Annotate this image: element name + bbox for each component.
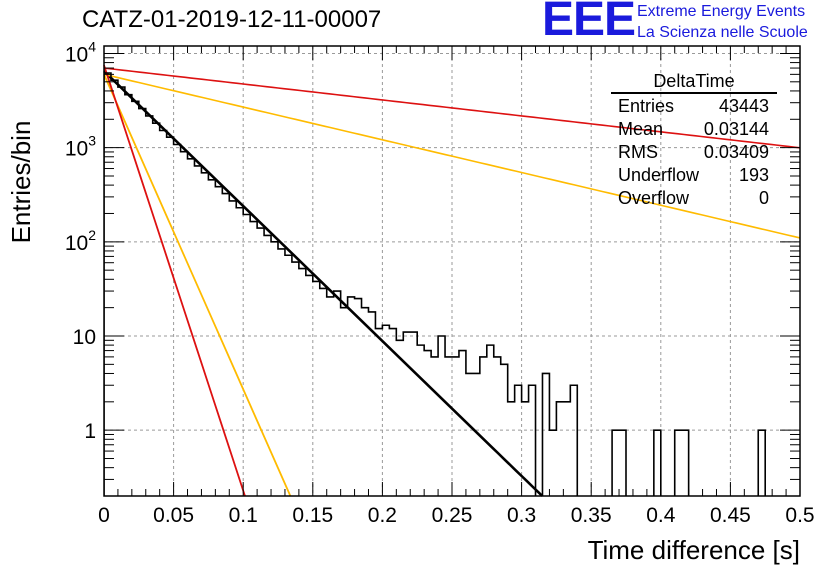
- histogram-outline: [104, 72, 766, 496]
- stats-row-overflow: Overflow 0: [611, 187, 777, 210]
- x-tick-label: 0.35: [571, 504, 612, 527]
- y-tick-label: 102: [65, 227, 96, 255]
- y-tick-label: 103: [65, 133, 96, 161]
- logo-text-line2: La Scienza nelle Scuole: [637, 24, 808, 41]
- fit-line-2: [103, 67, 801, 149]
- stats-label: Underflow: [618, 165, 700, 185]
- x-tick-label: 0.45: [710, 504, 751, 527]
- x-axis-label: Time difference [s]: [588, 535, 800, 565]
- stats-title: DeltaTime: [611, 70, 777, 94]
- stats-value: 0.03144: [703, 119, 769, 139]
- x-tick-label: 0.15: [292, 504, 333, 527]
- fit-lines: [103, 64, 801, 497]
- axis-ticks: [103, 46, 801, 497]
- fit-line-3: [103, 73, 801, 239]
- stats-value: 0: [758, 188, 769, 208]
- stats-box: DeltaTime Entries 43443 Mean 0.03144 RMS…: [611, 70, 777, 210]
- fit-line-4: [103, 73, 292, 497]
- chart-title: CATZ-01-2019-12-11-00007: [82, 6, 382, 33]
- y-tick-label: 1: [84, 420, 96, 443]
- stats-value: 193: [738, 165, 769, 185]
- x-tick-label: 0: [98, 504, 110, 527]
- stats-label: Entries: [618, 96, 675, 116]
- stats-value: 43443: [718, 96, 769, 116]
- stats-row-entries: Entries 43443: [611, 95, 777, 118]
- stats-value: 0.03409: [703, 142, 769, 162]
- histogram-series: [104, 72, 766, 496]
- stats-row-underflow: Underflow 193: [611, 164, 777, 187]
- x-tick-label: 0.2: [368, 504, 397, 527]
- stats-label: RMS: [618, 142, 658, 162]
- x-tick-label: 0.05: [153, 504, 194, 527]
- y-tick-label: 10: [73, 326, 96, 349]
- x-tick-label: 0.1: [229, 504, 258, 527]
- y-axis-label: Entries/bin: [6, 121, 36, 244]
- stats-row-mean: Mean 0.03144: [611, 118, 777, 141]
- stats-label: Mean: [618, 119, 664, 139]
- fit-line-1: [103, 70, 544, 497]
- x-tick-label: 0.5: [785, 504, 814, 527]
- x-tick-label: 0.4: [646, 504, 676, 527]
- eee-logo-mark: EEE: [542, 0, 636, 46]
- stats-label: Overflow: [618, 188, 690, 208]
- stats-row-rms: RMS 0.03409: [611, 141, 777, 164]
- tick-labels: 0 0.05 0.1 0.15 0.2 0.25 0.3 0.35 0.4 0.45 0.5 1 10 1…: [65, 38, 815, 527]
- x-tick-label: 0.3: [507, 504, 536, 527]
- x-tick-label: 0.25: [432, 504, 473, 527]
- fit-line-5: [103, 64, 246, 497]
- y-tick-label: 104: [65, 38, 96, 66]
- logo-text-line1: Extreme Energy Events: [637, 3, 806, 20]
